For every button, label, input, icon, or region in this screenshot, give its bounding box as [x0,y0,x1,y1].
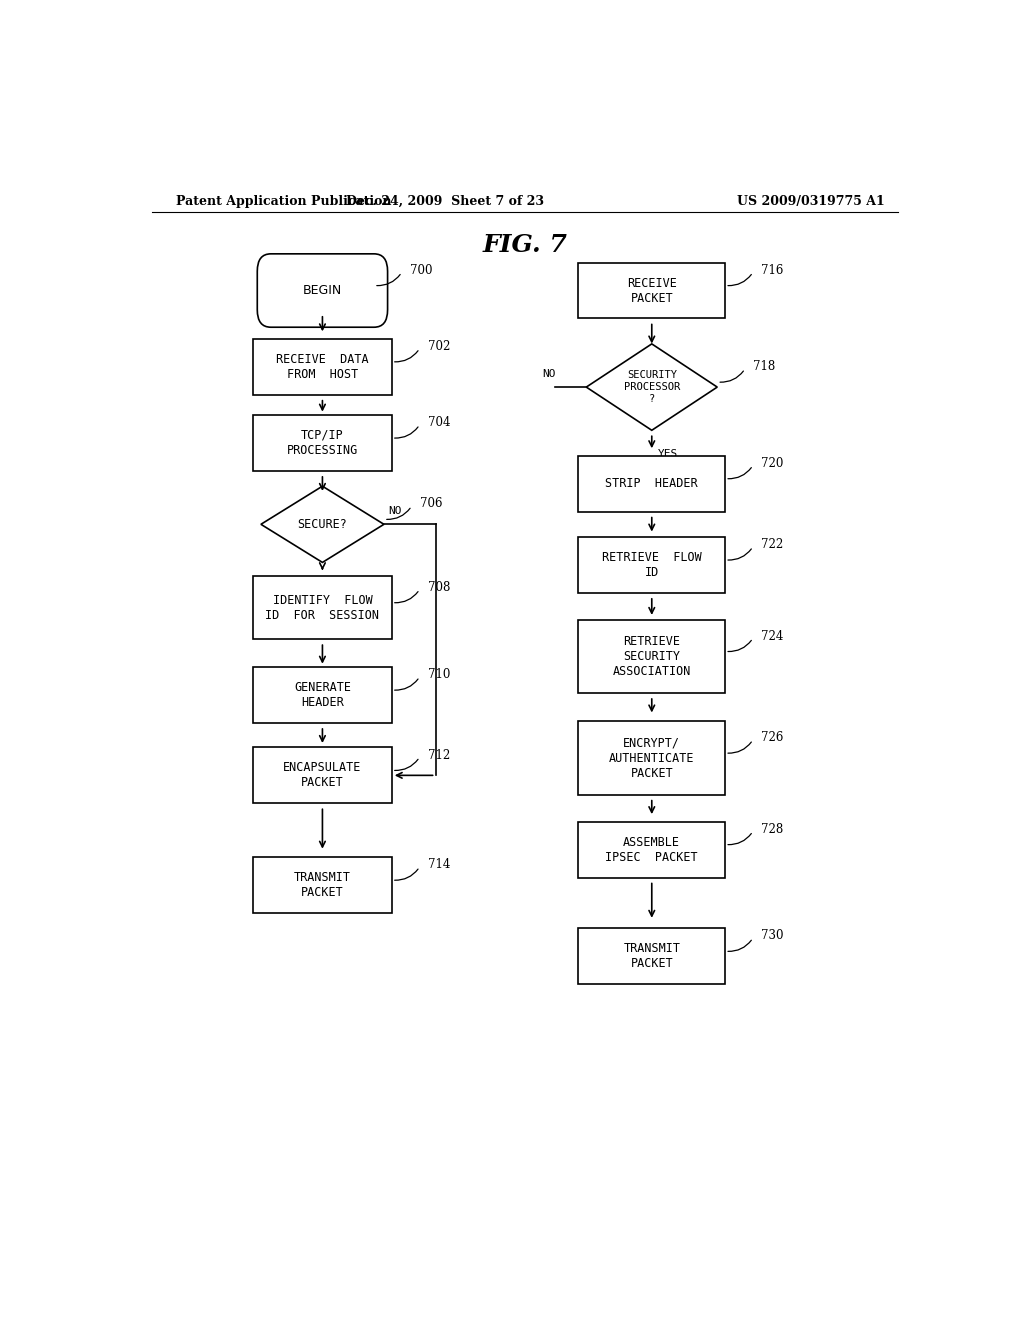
Polygon shape [587,345,717,430]
Text: IDENTIFY  FLOW
ID  FOR  SESSION: IDENTIFY FLOW ID FOR SESSION [265,594,380,622]
Text: Patent Application Publication: Patent Application Publication [176,194,391,207]
Text: 720: 720 [761,457,783,470]
Text: YES: YES [329,581,349,591]
Text: 722: 722 [761,539,783,552]
Bar [579,722,725,795]
Text: 708: 708 [428,581,450,594]
Text: ENCAPSULATE
PACKET: ENCAPSULATE PACKET [284,762,361,789]
Text: TRANSMIT
PACKET: TRANSMIT PACKET [624,942,680,970]
Bar [253,747,392,804]
Text: SECURITY
PROCESSOR
?: SECURITY PROCESSOR ? [624,371,680,404]
Bar [253,576,392,639]
Text: FIG. 7: FIG. 7 [482,232,567,257]
Bar [579,620,725,693]
Text: 716: 716 [761,264,783,277]
Bar [253,667,392,723]
Text: 700: 700 [410,264,432,277]
Text: RETRIEVE  FLOW
ID: RETRIEVE FLOW ID [602,550,701,579]
Bar [579,263,725,318]
Bar [579,928,725,985]
Text: 730: 730 [761,929,783,942]
Text: SECURE?: SECURE? [298,517,347,531]
Text: 714: 714 [428,858,450,871]
Text: 712: 712 [428,748,450,762]
Text: TCP/IP
PROCESSING: TCP/IP PROCESSING [287,429,358,457]
Text: 724: 724 [761,630,783,643]
Text: 704: 704 [428,416,451,429]
Text: 710: 710 [428,668,450,681]
Text: 728: 728 [761,822,783,836]
Text: US 2009/0319775 A1: US 2009/0319775 A1 [736,194,885,207]
Polygon shape [261,486,384,562]
Bar [253,339,392,395]
Text: 702: 702 [428,341,450,352]
Bar [579,455,725,512]
Bar [253,857,392,913]
Text: RECEIVE
PACKET: RECEIVE PACKET [627,276,677,305]
Bar [579,537,725,593]
Text: YES: YES [658,449,678,458]
Text: Dec. 24, 2009  Sheet 7 of 23: Dec. 24, 2009 Sheet 7 of 23 [346,194,545,207]
Text: 726: 726 [761,731,783,744]
Text: 718: 718 [753,360,775,374]
Text: GENERATE
HEADER: GENERATE HEADER [294,681,351,709]
Bar [253,414,392,471]
Text: RECEIVE  DATA
FROM  HOST: RECEIVE DATA FROM HOST [276,352,369,380]
Text: ASSEMBLE
IPSEC  PACKET: ASSEMBLE IPSEC PACKET [605,836,698,863]
Text: BEGIN: BEGIN [303,284,342,297]
Bar [579,821,725,878]
FancyBboxPatch shape [257,253,388,327]
Text: STRIP  HEADER: STRIP HEADER [605,477,698,490]
Text: NO: NO [543,370,556,379]
Text: 706: 706 [420,498,442,511]
Text: NO: NO [388,506,401,516]
Text: TRANSMIT
PACKET: TRANSMIT PACKET [294,871,351,899]
Text: RETRIEVE
SECURITY
ASSOCIATION: RETRIEVE SECURITY ASSOCIATION [612,635,691,678]
Text: ENCRYPT/
AUTHENTICATE
PACKET: ENCRYPT/ AUTHENTICATE PACKET [609,737,694,780]
